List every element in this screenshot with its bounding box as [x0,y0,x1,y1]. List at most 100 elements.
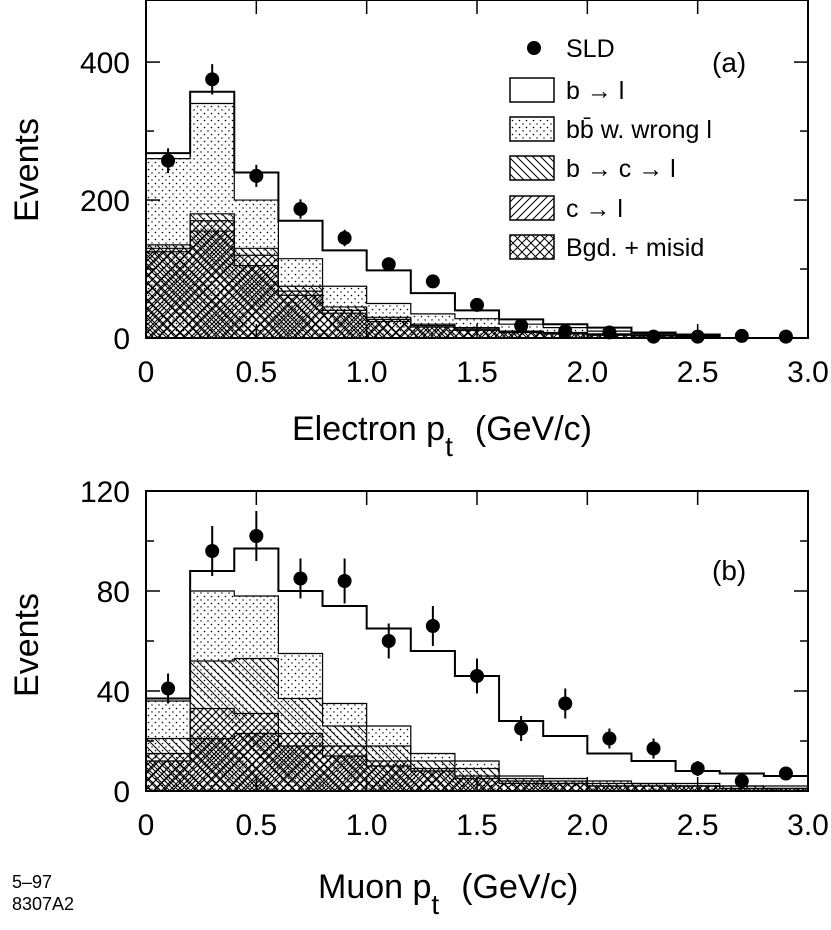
data-point-3 [293,202,308,217]
x-tick-label-5: 2.5 [677,809,719,842]
data-point-11 [646,741,661,756]
legend-swatch-bgd-misid [509,234,555,260]
data-point-9 [558,696,573,711]
legend-label-bgd-misid: Bgd. + misid [566,234,704,262]
x-axis-title-subscript: t [445,431,453,462]
legend-entry-c-to-l: c → l [509,195,623,223]
data-point-10 [602,325,617,340]
x-tick-label-6: 3.0 [787,809,829,842]
bar-bgd-misid-bin-4 [322,313,367,338]
bar-bgd-misid-bin-0 [146,251,191,338]
x-axis-title-units: (GeV/c) [475,410,592,448]
y-tick-label-0: 0 [113,776,130,809]
y-tick-label-2: 400 [80,47,130,80]
bar-bgd-misid-bin-1 [190,738,235,791]
x-tick-label-0: 0 [138,356,155,389]
data-point-2 [249,168,264,183]
legend-label-b-c-l: b → c → l [566,155,676,183]
data-point-3 [293,571,308,586]
bar-bgd-misid-bin-5 [366,766,411,791]
legend-swatch-c-to-l [509,195,555,221]
data-point-0 [161,681,176,696]
data-point-14 [778,329,793,344]
x-tick-label-5: 2.5 [677,356,719,389]
bar-bgd-misid-bin-4 [322,756,367,791]
data-point-1 [205,544,220,558]
y-axis-title: Events [8,593,46,697]
x-tick-label-0: 0 [138,809,155,842]
legend-label-bb-wrong-l: bb̄ w. wrong l [566,116,712,144]
x-tick-label-1: 0.5 [235,356,277,389]
legend-entry-bb-wrong-l: bb̄ w. wrong l [509,116,712,144]
y-tick-label-3: 120 [80,476,130,509]
x-tick-label-2: 1.0 [346,809,388,842]
x-tick-label-6: 3.0 [787,356,829,389]
legend-entry-b-to-l: b → l [509,77,624,105]
legend-swatch-bb-wrong-l [509,116,555,142]
legend-label-c-to-l: c → l [566,195,623,223]
bar-bgd-misid-bin-5 [366,321,411,338]
bar-bgd-misid-bin-9 [543,783,588,791]
y-tick-label-1: 200 [80,185,130,218]
data-point-9 [558,324,573,339]
data-point-12 [690,761,705,776]
data-point-4 [337,230,352,245]
x-tick-labels: 0 0.5 1.0 1.5 2.0 2.5 3.0 [138,356,829,389]
y-tick-labels: 0 40 80 120 [80,476,130,809]
legend: SLD b → l bb̄ w. wrong l b → c → l c → l… [509,35,712,262]
data-point-1 [205,72,220,87]
legend-entry-sld: SLD [527,35,615,63]
data-point-0 [161,153,176,168]
legend-swatch-b-to-l [509,77,555,103]
x-tick-label-3: 1.5 [456,809,498,842]
x-axis-title-main: Muon p [318,868,431,906]
legend-label-sld: SLD [566,35,615,63]
x-axis-title-subscript: t [431,889,439,920]
bar-bgd-misid-bin-6 [410,771,455,791]
bar-bgd-misid-bin-3 [278,295,323,338]
data-point-6 [425,619,440,633]
x-axis-title-units: (GeV/c) [461,868,578,906]
data-point-8 [514,721,529,736]
bar-bgd-misid-bin-13 [719,788,764,791]
bar-bgd-misid-bin-1 [190,231,235,338]
x-tick-labels: 0 0.5 1.0 1.5 2.0 2.5 3.0 [138,809,829,842]
bar-bgd-misid-bin-0 [146,761,191,791]
data-point-14 [778,766,793,781]
bar-bgd-misid-bin-10 [587,786,632,791]
axis-ticks [145,0,809,339]
y-tick-labels: 0 200 400 [80,47,130,356]
stacked-histogram [145,547,809,791]
bar-bgd-misid-bin-8 [499,783,544,791]
bar-bgd-misid-bin-8 [499,332,544,338]
data-point-6 [425,274,440,289]
panel-electron: 0 0.5 1.0 1.5 2.0 2.5 3.0 0 200 400 Events Elect… [8,0,829,462]
legend-label-b-to-l: b → l [566,77,624,105]
data-point-5 [381,634,396,648]
data-point-4 [337,574,352,588]
data-point-5 [381,257,396,272]
panel-tag-a: (a) [712,47,746,78]
data-point-13 [734,328,749,343]
data-point-2 [249,529,264,543]
panel-muon: 0 0.5 1.0 1.5 2.0 2.5 3.0 0 40 80 120 Events Muon… [8,476,829,920]
y-tick-label-2: 80 [97,576,130,609]
y-tick-label-0: 0 [113,323,130,356]
bar-bgd-misid-bin-11 [631,786,676,791]
figure-code: 8307A2 [12,894,74,914]
date-code: 5–97 [12,872,52,892]
x-tick-label-1: 0.5 [235,809,277,842]
data-point-7 [470,669,484,683]
sld-data-points [161,511,793,788]
y-tick-label-1: 40 [97,676,130,709]
outline-bb-wrong-l [145,102,721,338]
panel-tag-b: (b) [712,555,746,586]
legend-entry-bgd-misid: Bgd. + misid [509,234,704,262]
outline-bb-wrong-l [145,590,809,791]
x-tick-label-2: 1.0 [346,356,388,389]
data-point-10 [602,731,617,746]
axis-ticks [145,490,809,792]
bar-bgd-misid-bin-14 [763,788,808,791]
x-tick-label-4: 2.0 [566,356,608,389]
